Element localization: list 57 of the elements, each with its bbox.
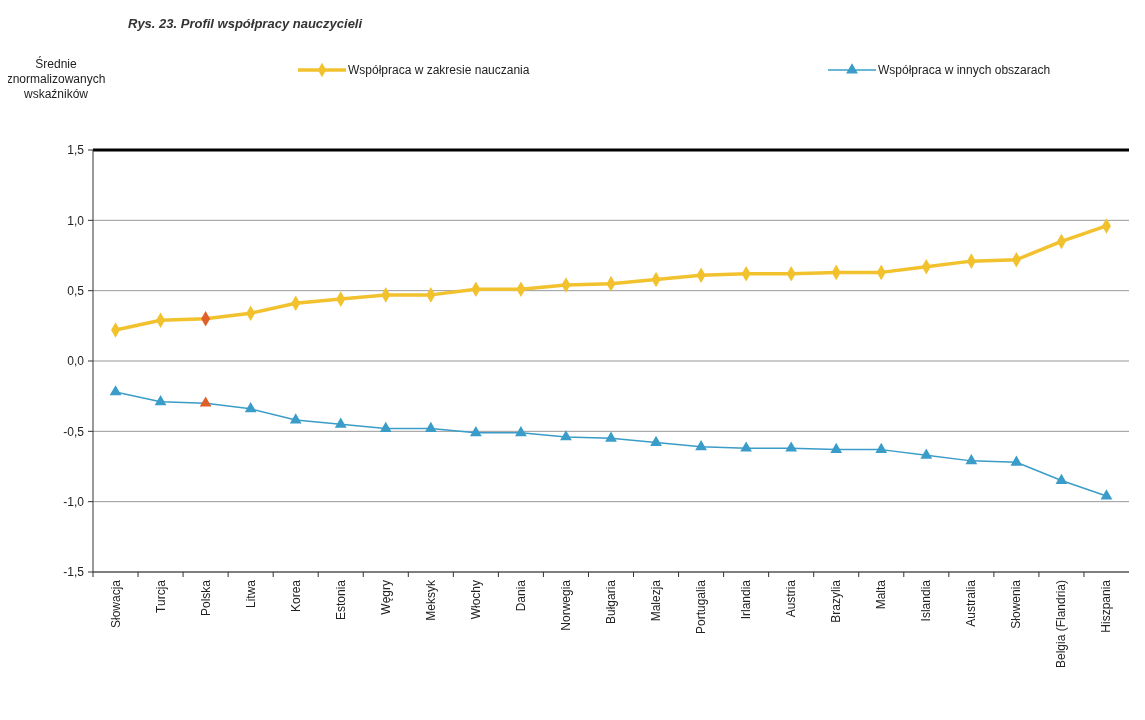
x-tick-label: Meksyk: [423, 579, 438, 621]
point: [560, 430, 572, 441]
y-tick-label: 1,0: [67, 213, 85, 228]
point: [379, 421, 392, 432]
point: [605, 431, 617, 442]
x-tick-label: Polska: [198, 579, 213, 617]
x-tick-label: Włochy: [468, 580, 483, 620]
point: [199, 396, 212, 407]
point: [334, 417, 347, 428]
x-tick-label: Austria: [784, 579, 799, 618]
point: [740, 441, 753, 452]
point: [469, 425, 482, 437]
point: [650, 435, 662, 446]
point: [1055, 473, 1068, 484]
x-tick-label: Węgry: [378, 580, 393, 615]
y-tick-label: -1,5: [63, 565, 85, 580]
point: [289, 413, 302, 424]
x-tick-label: Litwa: [243, 579, 258, 609]
x-tick-label: Bułgaria: [604, 579, 618, 625]
point: [830, 442, 843, 454]
x-tick-label: Malta: [874, 579, 889, 610]
point: [785, 441, 798, 452]
point: [875, 442, 888, 454]
x-tick-label: Norwegia: [558, 579, 573, 631]
x-tick-label: Hiszpania: [1099, 579, 1114, 633]
point: [424, 421, 437, 432]
legend-label: Współpraca w zakresie nauczania: [348, 63, 530, 78]
y-axis-title: Średnie znormalizowanych wskaźników: [6, 56, 106, 101]
point: [515, 425, 527, 437]
x-tick-label: Słowenia: [1009, 579, 1024, 629]
point: [109, 385, 122, 396]
x-tick-label: Australia: [964, 579, 979, 627]
x-tick-label: Słowacja: [108, 579, 123, 629]
y-tick-label: 1,5: [67, 143, 85, 158]
x-tick-label: Irlandia: [739, 579, 754, 620]
point: [695, 440, 707, 451]
chart-title: Rys. 23. Profil współpracy nauczycieli: [128, 16, 363, 31]
point: [965, 454, 978, 465]
y-tick-label: 0,0: [67, 354, 85, 369]
point: [1010, 455, 1023, 466]
y-tick-label: -0,5: [63, 424, 85, 439]
x-tick-label: Dania: [513, 579, 528, 612]
x-tick-label: Brazylia: [829, 579, 844, 623]
point: [244, 402, 257, 413]
point: [154, 395, 167, 406]
point: [1100, 489, 1113, 500]
x-tick-label: Belgia (Flandria): [1054, 580, 1069, 669]
x-tick-label: Turcja: [153, 579, 168, 613]
legend-label: Współpraca w innych obszarach: [878, 63, 1051, 78]
point: [920, 448, 933, 459]
x-tick-label: Estonia: [333, 579, 348, 621]
y-tick-label: 0,5: [67, 283, 85, 298]
x-tick-label: Islandia: [919, 579, 934, 622]
x-tick-label: Malezja: [649, 579, 664, 622]
x-tick-label: Portugalia: [694, 579, 709, 635]
x-tick-label: Korea: [288, 579, 303, 613]
y-tick-label: -1,0: [63, 494, 85, 509]
